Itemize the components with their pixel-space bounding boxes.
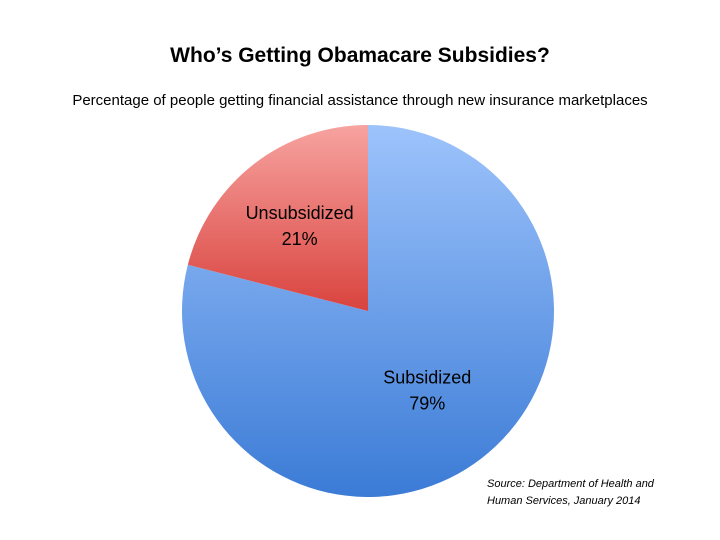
source-line-1: Source: Department of Health and (487, 478, 654, 490)
source-note: Source: Department of Health and Human S… (487, 476, 707, 510)
slice-value-subsidized: 79% (409, 393, 445, 413)
pie-labels: Subsidized 79% Unsubsidized 21% (246, 203, 472, 414)
source-line-2: Human Services, January 2014 (487, 495, 641, 507)
slice-label-unsubsidized: Unsubsidized (246, 203, 354, 223)
chart-subtitle: Percentage of people getting financial a… (72, 92, 648, 109)
pie-slice-unsubsidized (187, 125, 368, 311)
chart-title: Who’s Getting Obamacare Subsidies? (170, 44, 550, 67)
slice-label-subsidized: Subsidized (383, 367, 471, 387)
pie-slices (181, 125, 554, 497)
slice-value-unsubsidized: 21% (282, 229, 318, 249)
